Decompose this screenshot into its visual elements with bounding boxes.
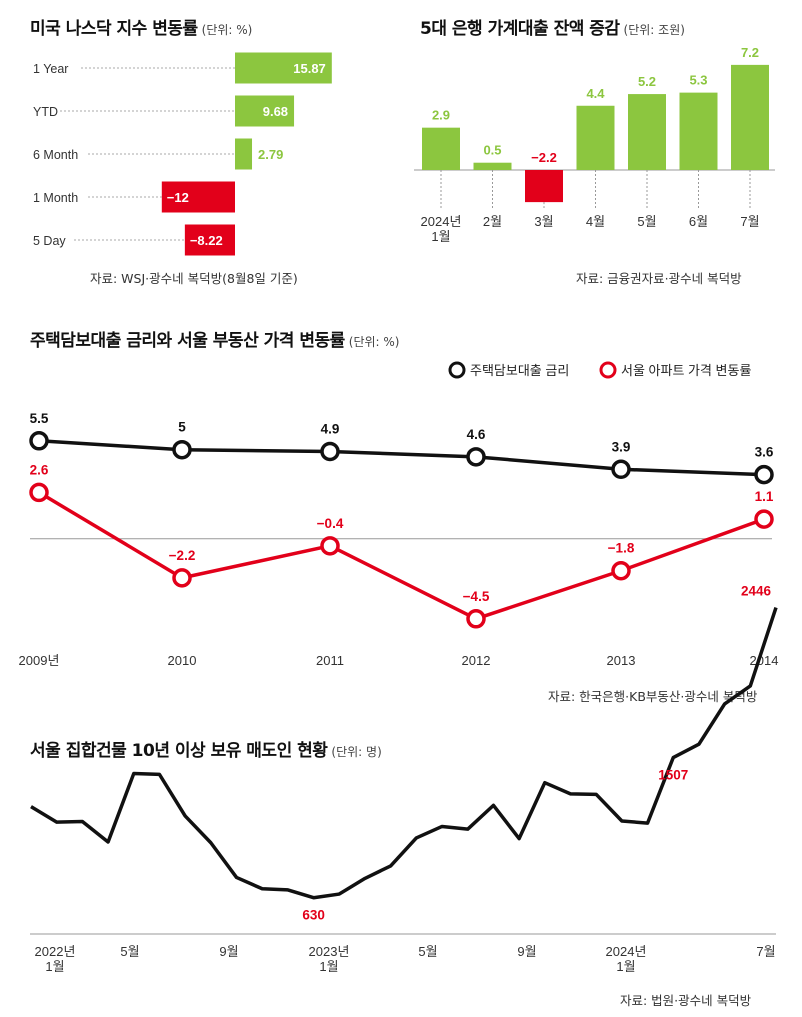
loan-category-label: 5월: [637, 214, 656, 229]
seller-unit: (단위: 명): [331, 745, 382, 759]
loan-category-label: 3월: [534, 214, 553, 229]
loan-bar: [576, 105, 615, 170]
seller-value-label: 2446: [741, 584, 772, 599]
loan-bar: [731, 64, 769, 170]
loan-category-label: 6월: [689, 214, 708, 229]
price-series-value-label: −0.4: [317, 516, 344, 531]
legend-red-label: 서울 아파트 가격 변동률: [621, 363, 751, 378]
rate-series-value-label: 5: [178, 420, 186, 435]
seller-x-tick-label: 9월: [517, 944, 536, 959]
price-series-value-label: −4.5: [463, 589, 490, 604]
rate-source: 자료: 한국은행·KB부동산·광수네 복덕방: [548, 689, 758, 704]
seller-value-label: 1507: [658, 768, 688, 783]
nasdaq-unit: (단위: %): [201, 23, 253, 37]
nasdaq-value-label: −12: [167, 190, 189, 205]
nasdaq-category-label: 1 Year: [33, 62, 68, 76]
seller-x-tick-label: 2023년 1월: [309, 944, 350, 974]
price-series-point: [172, 568, 192, 588]
seller-line: [30, 606, 778, 900]
loan-category-label: 2월: [483, 214, 502, 229]
rate-series-value-label: 3.6: [755, 445, 774, 460]
rate-x-tick-label: 2011: [316, 653, 344, 668]
rate-series-point: [466, 447, 486, 467]
loan-bar: [422, 127, 460, 170]
loan-bar: [628, 94, 666, 170]
nasdaq-category-label: 5 Day: [33, 234, 66, 248]
loan-value-label: −2.2: [531, 150, 557, 165]
loan-source: 자료: 금융권자료·광수네 복덕방: [576, 271, 742, 286]
nasdaq-bar: [235, 95, 295, 127]
price-series-line: [38, 490, 765, 621]
rate-series-point: [29, 431, 49, 451]
nasdaq-value-label: −8.22: [190, 233, 223, 248]
price-series-point: [29, 482, 49, 503]
nasdaq-category-label: YTD: [33, 105, 58, 119]
rate-x-tick-label: 2010: [168, 653, 197, 668]
seller-value-label: 630: [302, 908, 325, 923]
loan-chart-title: 5대 은행 가계대출 잔액 증감 (단위: 조원): [420, 19, 685, 39]
rate-series-point: [611, 459, 631, 480]
nasdaq-bar: [184, 224, 235, 256]
nasdaq-source: 자료: WSJ·광수네 복덕방(8월8일 기준): [90, 271, 298, 286]
price-series-point: [320, 536, 340, 556]
price-series-value-label: 2.6: [30, 462, 49, 477]
legend-black-marker: [448, 361, 466, 379]
seller-chart-title: 서울 집합건물 10년 이상 보유 매도인 현황 (단위: 명): [30, 741, 382, 761]
rate-unit: (단위: %): [348, 335, 400, 349]
price-series-value-label: −1.8: [608, 541, 635, 556]
rate-series-value-label: 5.5: [30, 411, 49, 426]
price-series-value-label: 1.1: [755, 489, 774, 504]
legend-red-marker: [599, 361, 617, 379]
loan-value-label: 4.4: [586, 86, 605, 101]
nasdaq-category-label: 1 Month: [33, 191, 78, 205]
seller-x-tick-label: 7월: [756, 944, 775, 959]
nasdaq-value-label: 9.68: [263, 104, 288, 119]
price-series-point: [754, 509, 774, 529]
loan-value-label: 0.5: [483, 143, 501, 158]
rate-series-value-label: 3.9: [612, 439, 631, 454]
nasdaq-value-label: 15.87: [293, 61, 326, 76]
loan-bar: [473, 162, 512, 170]
rate-series-point: [320, 441, 340, 462]
loan-category-label: 2024년 1월: [421, 214, 462, 244]
rate-x-tick-label: 2012: [462, 653, 491, 668]
rate-x-tick-label: 2009년: [19, 653, 60, 668]
loan-value-label: 5.3: [689, 73, 707, 88]
loan-value-label: 2.9: [432, 108, 450, 123]
rate-series-line: [38, 439, 765, 477]
loan-value-label: 7.2: [741, 45, 759, 60]
loan-unit: (단위: 조원): [623, 23, 685, 37]
rate-series-value-label: 4.9: [321, 421, 340, 436]
seller-x-tick-label: 5월: [120, 944, 139, 959]
price-series-value-label: −2.2: [169, 548, 196, 563]
price-series-point: [466, 609, 486, 629]
loan-category-label: 4월: [586, 214, 605, 229]
loan-bar: [525, 170, 563, 203]
loan-value-label: 5.2: [638, 74, 656, 89]
rate-chart-title: 주택담보대출 금리와 서울 부동산 가격 변동률 (단위: %): [30, 331, 400, 351]
nasdaq-bar: [161, 181, 235, 213]
nasdaq-bar: [235, 52, 332, 84]
seller-x-tick-label: 2022년 1월: [35, 944, 76, 974]
seller-x-tick-label: 2024년 1월: [606, 944, 647, 974]
seller-x-tick-label: 9월: [219, 944, 238, 959]
seller-x-tick-label: 5월: [418, 944, 437, 959]
nasdaq-chart-title: 미국 나스닥 지수 변동률 (단위: %): [30, 19, 253, 39]
nasdaq-bar: [235, 138, 253, 170]
loan-bar: [679, 92, 718, 170]
rate-series-value-label: 4.6: [467, 427, 486, 442]
rate-series-point: [172, 439, 192, 460]
rate-x-tick-label: 2013: [607, 653, 636, 668]
nasdaq-category-label: 6 Month: [33, 148, 78, 162]
seller-source: 자료: 법원·광수네 복덕방: [620, 993, 752, 1008]
nasdaq-value-label: 2.79: [258, 147, 283, 162]
rate-series-point: [754, 464, 774, 485]
legend-black-label: 주택담보대출 금리: [470, 363, 569, 378]
price-series-point: [611, 560, 631, 581]
loan-category-label: 7월: [740, 214, 759, 229]
